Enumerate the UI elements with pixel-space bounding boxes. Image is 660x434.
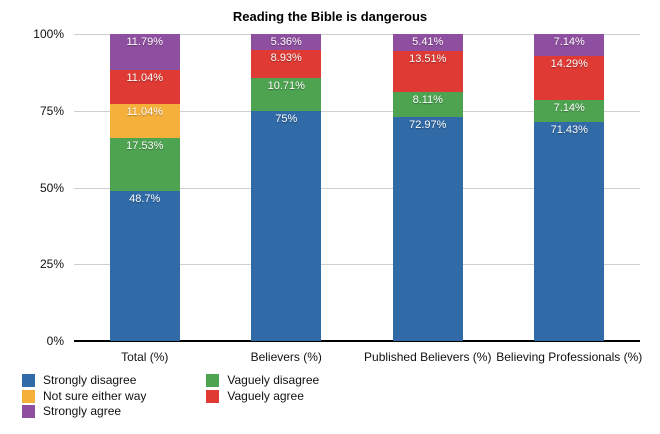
segment-value-label: 10.71%	[267, 79, 305, 92]
segment-value-label: 11.04%	[126, 105, 164, 118]
segment-value-label: 7.14%	[553, 36, 585, 48]
bar-4: 71.43% 7.14% 14.29% 7.14%	[534, 0, 605, 341]
bar-segment: 11.79%	[109, 33, 180, 70]
segment-value-label: 14.29%	[550, 57, 588, 70]
bar-segment: 5.36%	[251, 34, 322, 51]
legend-label: Vaguely agree	[227, 388, 304, 403]
segment-value-label: 5.41%	[412, 36, 444, 48]
gridline	[74, 264, 640, 266]
x-tick-label: Total (%)	[121, 350, 169, 364]
bar-segment: 72.97%	[392, 116, 463, 341]
segment-value-label: 11.79%	[126, 35, 164, 48]
legend-item: Not sure either way	[22, 388, 147, 403]
legend-item: Strongly agree	[22, 405, 146, 418]
legend-label: Strongly disagree	[43, 373, 137, 387]
segment-value-label: 11.04%	[126, 71, 164, 84]
segment-value-label: 48.7%	[129, 193, 161, 206]
legend-column-2: Vaguely disagree Vaguely agree	[206, 374, 319, 418]
bar-segment: 14.29%	[534, 55, 605, 100]
bar-segment: 13.51%	[392, 50, 463, 93]
bar-segment: 71.43%	[534, 121, 605, 341]
bar-segment: 17.53%	[109, 137, 180, 192]
y-tick-label: 75%	[39, 103, 64, 118]
gridline	[74, 187, 640, 189]
legend-item: Vaguely agree	[206, 388, 319, 403]
legend-label: Vaguely disagree	[227, 373, 320, 387]
segment-value-label: 8.93%	[270, 52, 302, 65]
legend-label: Not sure either way	[43, 388, 147, 403]
bar-segment: 11.04%	[109, 103, 180, 138]
legend-item: Strongly disagree	[22, 374, 146, 387]
chart-title: Reading the Bible is dangerous	[232, 9, 428, 24]
y-tick-label: 0%	[46, 334, 64, 348]
bar-segment: 7.14%	[534, 99, 605, 122]
gridline	[74, 34, 640, 35]
bar-segment: 48.7%	[109, 191, 180, 341]
bar-segment: 7.14%	[534, 34, 605, 56]
segment-value-label: 75%	[275, 112, 298, 125]
legend: Strongly disagree Not sure either way Stro…	[22, 374, 319, 418]
legend-swatch-icon	[22, 389, 35, 403]
y-tick-label: 25%	[39, 257, 64, 272]
bar-segment: 75%	[251, 110, 322, 341]
legend-swatch-icon	[22, 405, 35, 418]
segment-value-label: 71.43%	[550, 123, 588, 136]
x-tick-label: Believers (%)	[250, 350, 322, 364]
legend-swatch-icon	[206, 389, 220, 403]
bar-segment: 10.71%	[251, 77, 322, 111]
x-tick-label: Believing Professionals (%)	[496, 350, 643, 364]
segment-value-label: 8.11%	[412, 94, 443, 107]
segment-value-label: 17.53%	[126, 139, 164, 152]
bar-segment: 8.93%	[251, 50, 322, 78]
bar-3: 72.97% 8.11% 13.51% 5.41%	[392, 0, 463, 341]
bar-2: 75% 10.71% 8.93% 5.36%	[251, 0, 322, 341]
y-tick-label: 100%	[33, 27, 64, 41]
bar-segment: 5.41%	[392, 34, 463, 51]
y-tick-label: 50%	[39, 180, 64, 195]
segment-value-label: 72.97%	[409, 118, 447, 131]
x-axis-line	[74, 340, 640, 342]
legend-swatch-icon	[206, 374, 220, 387]
legend-swatch-icon	[22, 374, 35, 387]
bar-segment: 11.04%	[109, 69, 180, 104]
segment-value-label: 5.36%	[270, 36, 302, 48]
x-tick-label: Published Believers (%)	[364, 350, 492, 364]
legend-label: Strongly agree	[43, 404, 122, 418]
legend-column-1: Strongly disagree Not sure either way Stro…	[22, 374, 146, 418]
segment-value-label: 7.14%	[553, 101, 585, 114]
segment-value-label: 13.51%	[409, 52, 447, 65]
bar-segment: 8.11%	[392, 92, 463, 117]
gridline	[74, 110, 640, 112]
legend-item: Vaguely disagree	[206, 374, 319, 387]
bar-1: 48.7% 17.53% 11.04% 11.04% 11.79%	[109, 0, 180, 341]
